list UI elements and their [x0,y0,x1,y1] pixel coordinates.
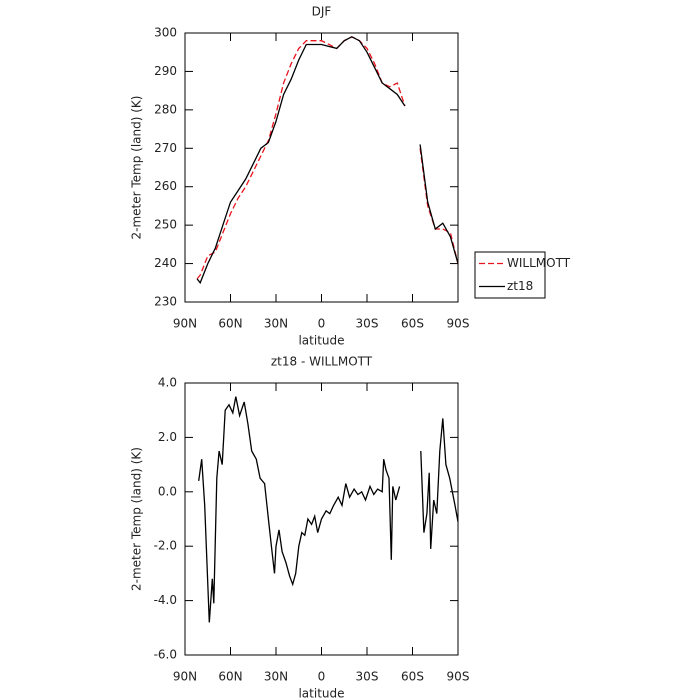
x-tick-label: 30S [356,317,379,331]
plot-frame [184,32,459,303]
y-tick-label: 270 [154,141,177,155]
x-tick-label: 60N [218,670,242,684]
y-tick-label: 290 [154,64,177,78]
y-axis-label: 2-meter Temp (land) (K) [130,447,144,591]
y-tick-label: 240 [154,256,177,270]
x-tick-label: 90S [447,670,470,684]
legend-label: WILLMOTT [507,256,571,270]
x-tick-label: 30S [356,670,379,684]
y-tick-label: 260 [154,179,177,193]
y-axis-label: 2-meter Temp (land) (K) [130,96,144,240]
legend-label: zt18 [507,279,533,293]
legend-frame [474,251,546,299]
x-axis-label: latitude [298,334,344,348]
y-tick-label: 230 [154,295,177,309]
y-tick-label: -4.0 [154,593,177,607]
x-tick-label: 30N [264,317,288,331]
y-tick-label: 300 [154,26,177,40]
y-tick-label: 2.0 [158,430,177,444]
x-tick-label: 60N [218,317,242,331]
x-tick-label: 30N [264,670,288,684]
data-line [196,36,459,280]
x-tick-label: 90S [447,317,470,331]
chart-title: zt18 - WILLMOTT [271,355,373,369]
x-tick-label: 90N [173,317,197,331]
y-tick-label: 280 [154,102,177,116]
x-tick-label: 60S [401,670,424,684]
y-tick-label: -2.0 [154,539,177,553]
data-line [198,396,459,623]
y-tick-label: 0.0 [158,484,177,498]
y-tick-label: 250 [154,218,177,232]
y-tick-label: 4.0 [158,376,177,390]
x-axis-label: latitude [298,687,344,700]
x-tick-label: 0 [318,317,326,331]
x-tick-label: 90N [173,670,197,684]
data-line [196,36,459,285]
chart-title: DJF [312,5,332,19]
x-tick-label: 0 [318,670,326,684]
x-tick-label: 60S [401,317,424,331]
y-tick-label: -6.0 [154,648,177,662]
